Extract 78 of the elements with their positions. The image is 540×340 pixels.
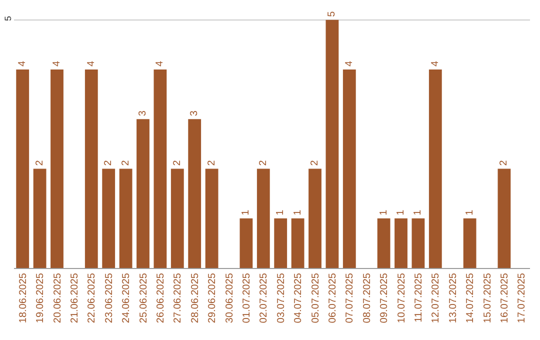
bar	[428, 69, 442, 268]
data-label: 4	[344, 60, 355, 66]
bar	[308, 168, 322, 268]
data-label: 2	[310, 160, 320, 166]
x-tick-label: 20.06.2025	[52, 272, 64, 324]
x-tick-label: 28.06.2025	[190, 272, 201, 324]
bar	[394, 218, 408, 268]
x-tick-label: 14.07.2025	[465, 272, 476, 324]
data-label: 2	[258, 160, 269, 166]
bar	[170, 168, 184, 268]
bar	[102, 168, 116, 268]
data-label: 3	[189, 110, 200, 116]
bar	[50, 69, 64, 268]
bar	[463, 218, 476, 268]
data-label: 2	[120, 160, 132, 166]
x-tick-label: 08.07.2025	[362, 272, 373, 324]
x-tick-label: 04.07.2025	[293, 272, 304, 324]
data-label: 1	[464, 209, 476, 216]
x-tick-label: 22.06.2025	[86, 272, 98, 324]
bar	[342, 69, 356, 268]
x-tick-label: 26.06.2025	[155, 272, 166, 324]
data-label: 3	[138, 110, 148, 116]
bar	[136, 119, 150, 268]
data-label: 4	[17, 60, 28, 66]
x-tick-label: 05.07.2025	[310, 272, 322, 324]
x-tick-label: 27.06.2025	[172, 272, 184, 324]
data-label: 1	[412, 209, 424, 216]
data-label: 5	[326, 10, 338, 17]
data-label: 2	[34, 160, 46, 166]
bar	[188, 119, 202, 268]
x-tick-label: 07.07.2025	[344, 272, 356, 324]
x-tick-label: 13.07.2025	[448, 272, 459, 324]
data-label: 4	[86, 60, 97, 66]
x-tick-label: 03.07.2025	[276, 272, 287, 324]
bar	[205, 168, 218, 268]
x-tick-label: 06.07.2025	[327, 272, 338, 324]
data-label: 1	[396, 209, 406, 216]
x-tick-label: 01.07.2025	[241, 272, 252, 324]
x-tick-label: 16.07.2025	[499, 272, 510, 324]
data-label: 2	[498, 160, 510, 166]
x-tick-label: 15.07.2025	[482, 272, 494, 324]
bar	[16, 69, 30, 268]
x-tick-label: 24.06.2025	[121, 272, 132, 324]
bar	[119, 168, 132, 268]
x-tick-label: 02.07.2025	[258, 272, 270, 324]
x-tick-label: 10.07.2025	[396, 272, 408, 324]
bar	[377, 218, 390, 268]
bar	[412, 218, 425, 268]
x-tick-label: 23.06.2025	[104, 272, 115, 324]
data-label: 2	[172, 160, 183, 166]
data-label: 1	[378, 209, 390, 216]
x-tick-label: 30.06.2025	[224, 272, 236, 324]
data-label: 1	[240, 209, 252, 216]
x-tick-label: 11.07.2025	[413, 272, 424, 322]
x-tick-label: 19.06.2025	[35, 272, 46, 324]
data-label: 2	[206, 160, 218, 166]
bar	[240, 218, 253, 268]
bar	[33, 168, 46, 268]
x-tick-label: 25.06.2025	[138, 272, 150, 324]
data-label: 1	[275, 209, 286, 216]
x-tick-label: 09.07.2025	[379, 272, 390, 324]
bar	[84, 69, 98, 268]
x-tick-label: 12.07.2025	[430, 272, 442, 324]
data-label: 2	[103, 160, 114, 166]
data-label: 4	[430, 60, 441, 66]
x-tick-label: 18.06.2025	[18, 272, 29, 324]
bar	[326, 20, 339, 268]
bar	[154, 69, 167, 268]
x-tick-label: 21.06.2025	[69, 272, 80, 324]
bar	[256, 168, 270, 268]
data-label: 4	[52, 60, 62, 66]
data-label: 4	[154, 60, 166, 66]
bar	[498, 168, 511, 268]
x-tick-label: 17.07.2025	[516, 272, 528, 324]
x-tick-label: 29.06.2025	[207, 272, 218, 324]
data-label: 1	[292, 209, 304, 216]
bar	[274, 218, 288, 268]
bar	[291, 218, 304, 268]
